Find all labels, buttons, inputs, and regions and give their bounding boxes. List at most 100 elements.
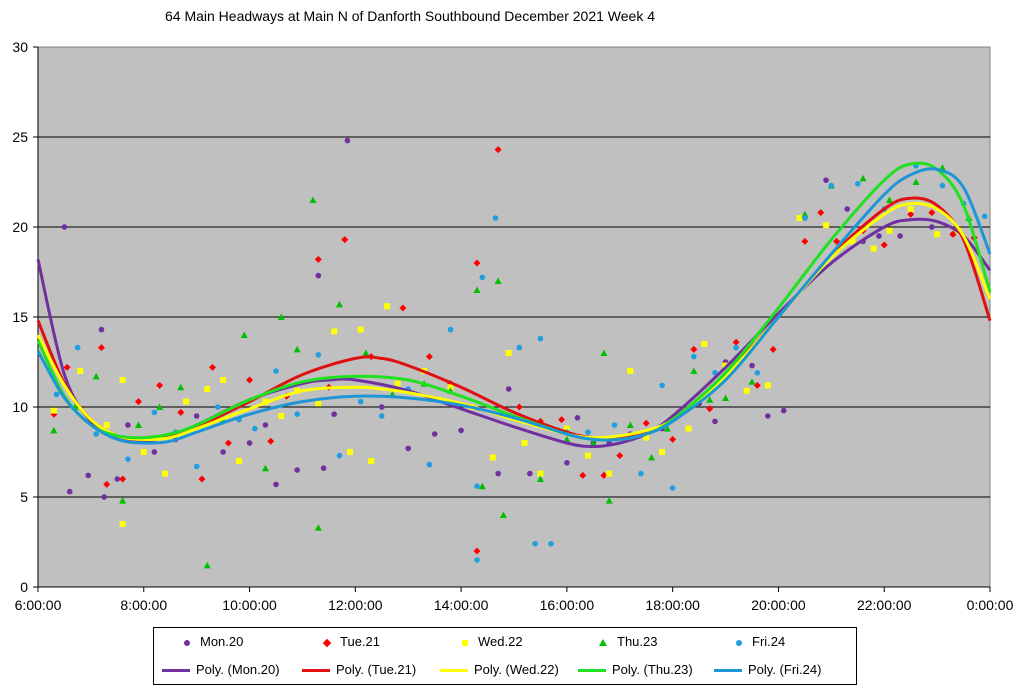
point-wed-22	[119, 377, 126, 383]
point-fri-24	[516, 344, 523, 351]
point-thu-23	[119, 497, 127, 504]
point-wed-22	[823, 222, 830, 229]
point-wed-22	[347, 449, 354, 455]
point-fri-24	[273, 368, 279, 374]
point-tue-21	[732, 338, 740, 346]
point-fri-24	[479, 274, 486, 281]
point-fri-24	[854, 181, 861, 187]
legend-item-mon: Mon.20	[184, 634, 243, 649]
chart-title: 64 Main Headways at Main N of Danforth S…	[164, 8, 656, 24]
gridlines	[38, 136, 990, 498]
legend-line-poly-mon	[162, 669, 190, 673]
point-fri-24	[548, 541, 554, 547]
x-tick-label: 22:00:00	[857, 597, 912, 613]
point-tue-21	[103, 480, 111, 488]
point-thu-23	[912, 178, 920, 185]
point-tue-21	[642, 419, 650, 427]
point-wed-22	[447, 384, 454, 391]
point-tue-21	[669, 435, 677, 443]
point-mon-20	[66, 488, 73, 495]
point-fri-24	[754, 370, 761, 376]
point-thu-23	[293, 345, 301, 353]
point-wed-22	[394, 380, 401, 387]
point-mon-20	[527, 470, 533, 477]
point-thu-23	[690, 367, 698, 374]
axes: 0 5 10 15 20 25 30 6:00:00 8:00:00 10:00:00 12:00:…	[12, 39, 1013, 613]
point-tue-21	[928, 209, 936, 217]
x-tick-label: 8:00:00	[120, 597, 167, 613]
legend-line-poly-tue	[302, 669, 330, 673]
point-wed-22	[489, 454, 496, 461]
point-wed-22	[870, 245, 877, 252]
trendline-poly-fri-24	[36, 167, 992, 445]
point-fri-24	[294, 411, 300, 418]
point-tue-21	[494, 146, 502, 154]
point-wed-22	[886, 227, 893, 234]
point-thu-23	[50, 426, 58, 434]
point-mon-20	[294, 467, 300, 473]
legend-item-thu: Thu.23	[599, 634, 657, 649]
legend-item-poly-thu: Poly. (Thu.23)	[578, 662, 693, 677]
point-tue-21	[706, 405, 714, 413]
point-tue-21	[907, 210, 915, 218]
point-tue-21	[515, 403, 523, 411]
legend-marker-tue	[322, 638, 332, 647]
point-tue-21	[579, 471, 587, 479]
point-mon-20	[114, 476, 121, 482]
point-mon-20	[220, 449, 226, 455]
point-thu-23	[706, 396, 714, 403]
point-tue-21	[690, 345, 698, 353]
point-thu-23	[261, 464, 269, 472]
point-tue-21	[473, 547, 481, 555]
legend-label-fri: Fri.24	[752, 634, 786, 649]
x-tick-label: 16:00:00	[540, 597, 595, 613]
point-tue-21	[880, 241, 888, 249]
point-thu-23	[886, 196, 894, 203]
point-wed-22	[907, 206, 914, 212]
point-tue-21	[425, 353, 433, 361]
point-thu-23	[314, 524, 322, 531]
point-fri-24	[357, 398, 364, 405]
point-mon-20	[505, 386, 512, 392]
legend-item-poly-wed: Poly. (Wed.22)	[440, 662, 559, 677]
point-fri-24	[93, 431, 99, 437]
point-fri-24	[828, 182, 835, 189]
point-mon-20	[320, 465, 327, 472]
point-tue-21	[97, 344, 105, 352]
point-thu-23	[499, 511, 507, 518]
legend-marker-mon	[184, 639, 190, 646]
x-tick-label: 0:00:00	[967, 597, 1014, 613]
point-thu-23	[748, 378, 756, 385]
point-fri-24	[802, 215, 808, 221]
point-fri-24	[638, 470, 644, 477]
x-tick-label: 10:00:00	[222, 597, 277, 613]
legend-line-poly-wed	[440, 669, 468, 673]
point-mon-20	[273, 481, 279, 488]
legend-label-poly-thu: Poly. (Thu.23)	[612, 662, 693, 677]
point-tue-21	[600, 471, 608, 479]
point-thu-23	[478, 482, 486, 490]
legend-marker-thu	[599, 639, 607, 647]
legend: Mon.20 Tue.21 Wed.22 Thu.23 Fri.24 Poly.…	[153, 627, 857, 685]
point-thu-23	[362, 349, 370, 356]
point-fri-24	[474, 483, 480, 490]
point-thu-23	[600, 349, 608, 356]
point-thu-23	[722, 394, 730, 401]
y-tick-label: 20	[12, 219, 28, 235]
point-wed-22	[183, 398, 190, 405]
point-mon-20	[458, 427, 464, 434]
legend-item-poly-mon: Poly. (Mon.20)	[162, 662, 280, 677]
x-tick-label: 14:00:00	[434, 597, 489, 613]
point-mon-20	[844, 206, 850, 212]
legend-line-poly-fri	[714, 669, 742, 673]
point-fri-24	[447, 326, 454, 333]
point-fri-24	[215, 404, 221, 410]
point-mon-20	[765, 413, 771, 419]
point-mon-20	[405, 445, 412, 452]
point-tue-21	[156, 381, 164, 389]
legend-item-tue: Tue.21	[322, 634, 380, 649]
point-fri-24	[669, 485, 676, 491]
point-wed-22	[384, 303, 391, 310]
point-tue-21	[833, 237, 841, 245]
legend-item-fri: Fri.24	[736, 634, 785, 649]
